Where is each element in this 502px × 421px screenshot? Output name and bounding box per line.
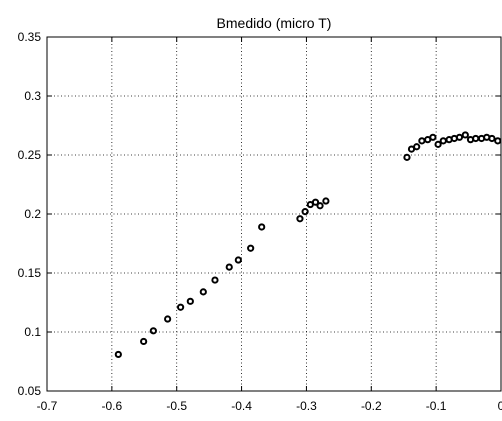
data-point bbox=[413, 143, 421, 151]
data-point bbox=[316, 202, 324, 210]
data-point bbox=[311, 198, 320, 206]
data-point bbox=[211, 276, 219, 284]
y-tick-label: 0.2 bbox=[24, 207, 41, 221]
data-point bbox=[149, 327, 157, 335]
data-point bbox=[247, 244, 255, 252]
data-point bbox=[418, 137, 426, 145]
data-point bbox=[488, 134, 496, 143]
x-tick-label: -0.7 bbox=[37, 399, 58, 413]
data-point bbox=[322, 197, 330, 205]
data-point bbox=[140, 337, 148, 346]
y-tick-label: 0.35 bbox=[18, 30, 42, 44]
y-tick-labels: 0.05 0.1 0.15 0.2 0.25 0.3 0.35 bbox=[18, 30, 42, 398]
data-point bbox=[439, 137, 447, 145]
chart-title: Bmedido (micro T) bbox=[217, 15, 332, 31]
x-tick-label: 0 bbox=[498, 399, 502, 413]
grid bbox=[47, 37, 501, 391]
data-point bbox=[429, 133, 437, 141]
x-tick-labels: -0.7 -0.6 -0.5 -0.4 -0.3 -0.2 -0.1 0 bbox=[37, 399, 502, 413]
data-point bbox=[301, 208, 309, 216]
y-tick-label: 0.05 bbox=[18, 384, 42, 398]
x-tick-label: -0.5 bbox=[166, 399, 187, 413]
data-point bbox=[199, 288, 207, 296]
x-tick-label: -0.1 bbox=[426, 399, 447, 413]
data-point bbox=[177, 303, 185, 311]
data-point bbox=[186, 297, 194, 305]
data-point bbox=[234, 256, 242, 264]
x-tick-label: -0.2 bbox=[361, 399, 382, 413]
data-point bbox=[225, 263, 233, 271]
data-point bbox=[258, 223, 266, 231]
y-tick-label: 0.15 bbox=[18, 266, 42, 280]
y-tick-label: 0.1 bbox=[24, 325, 41, 339]
data-point bbox=[494, 137, 502, 145]
data-point bbox=[114, 350, 122, 359]
y-tick-label: 0.25 bbox=[18, 148, 42, 162]
y-tick-label: 0.3 bbox=[24, 89, 41, 103]
ticks bbox=[46, 36, 502, 392]
x-tick-label: -0.3 bbox=[296, 399, 317, 413]
data-point bbox=[434, 140, 442, 148]
data-point bbox=[164, 315, 172, 323]
data-point bbox=[296, 215, 304, 223]
data-point bbox=[455, 133, 464, 141]
data-point bbox=[461, 131, 469, 139]
data-point bbox=[472, 134, 480, 143]
data-markers bbox=[114, 131, 502, 359]
x-tick-label: -0.4 bbox=[231, 399, 252, 413]
data-point bbox=[403, 153, 411, 161]
x-tick-label: -0.6 bbox=[102, 399, 123, 413]
